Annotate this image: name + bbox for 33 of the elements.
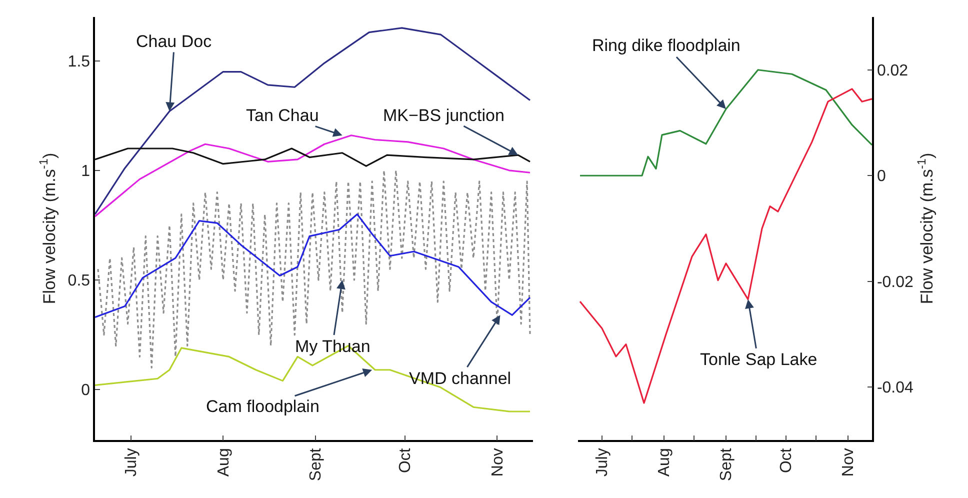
- annotation: VMD channel: [409, 369, 512, 388]
- y-tick-label: 1: [81, 163, 90, 180]
- x-tick-label: July: [594, 448, 612, 477]
- x-tick-label: Aug: [215, 448, 232, 477]
- annotation: Cam floodplain: [206, 397, 320, 416]
- y-tick-label: -0.04: [876, 380, 914, 397]
- y-tick-label: 0.5: [68, 272, 90, 290]
- x-tick-label: Aug: [656, 448, 674, 477]
- x-tick-label: Nov: [489, 448, 506, 477]
- annotation: Ring dike floodplain: [592, 36, 740, 55]
- annotation: MK−BS junction: [383, 106, 504, 125]
- x-tick-label: Sept: [308, 448, 325, 482]
- annotation: Chau Doc: [136, 32, 212, 51]
- line-series: [95, 27, 531, 216]
- annotation: My Thuan: [295, 337, 370, 356]
- line-series: [95, 148, 531, 167]
- y-tick-label: 0: [81, 382, 90, 400]
- line-series: [579, 69, 872, 176]
- y-tick-label: 0.02: [876, 62, 908, 80]
- annotation: Tonle Sap Lake: [700, 350, 818, 369]
- x-tick-label: Nov: [840, 448, 858, 477]
- y-tick-label: -0.02: [876, 274, 914, 291]
- line-series: [97, 170, 531, 368]
- x-tick-label: Oct: [397, 448, 414, 474]
- x-tick-label: Sept: [718, 448, 736, 482]
- x-tick-label: July: [122, 448, 140, 477]
- x-tick-label: Oct: [778, 448, 796, 474]
- line-series: [95, 213, 531, 318]
- line-series: [579, 88, 872, 404]
- y-tick-label: 0: [876, 168, 886, 186]
- annotation: Tan Chau: [246, 106, 319, 125]
- line-series: [95, 134, 531, 218]
- y-tick-label: 1.5: [68, 53, 90, 70]
